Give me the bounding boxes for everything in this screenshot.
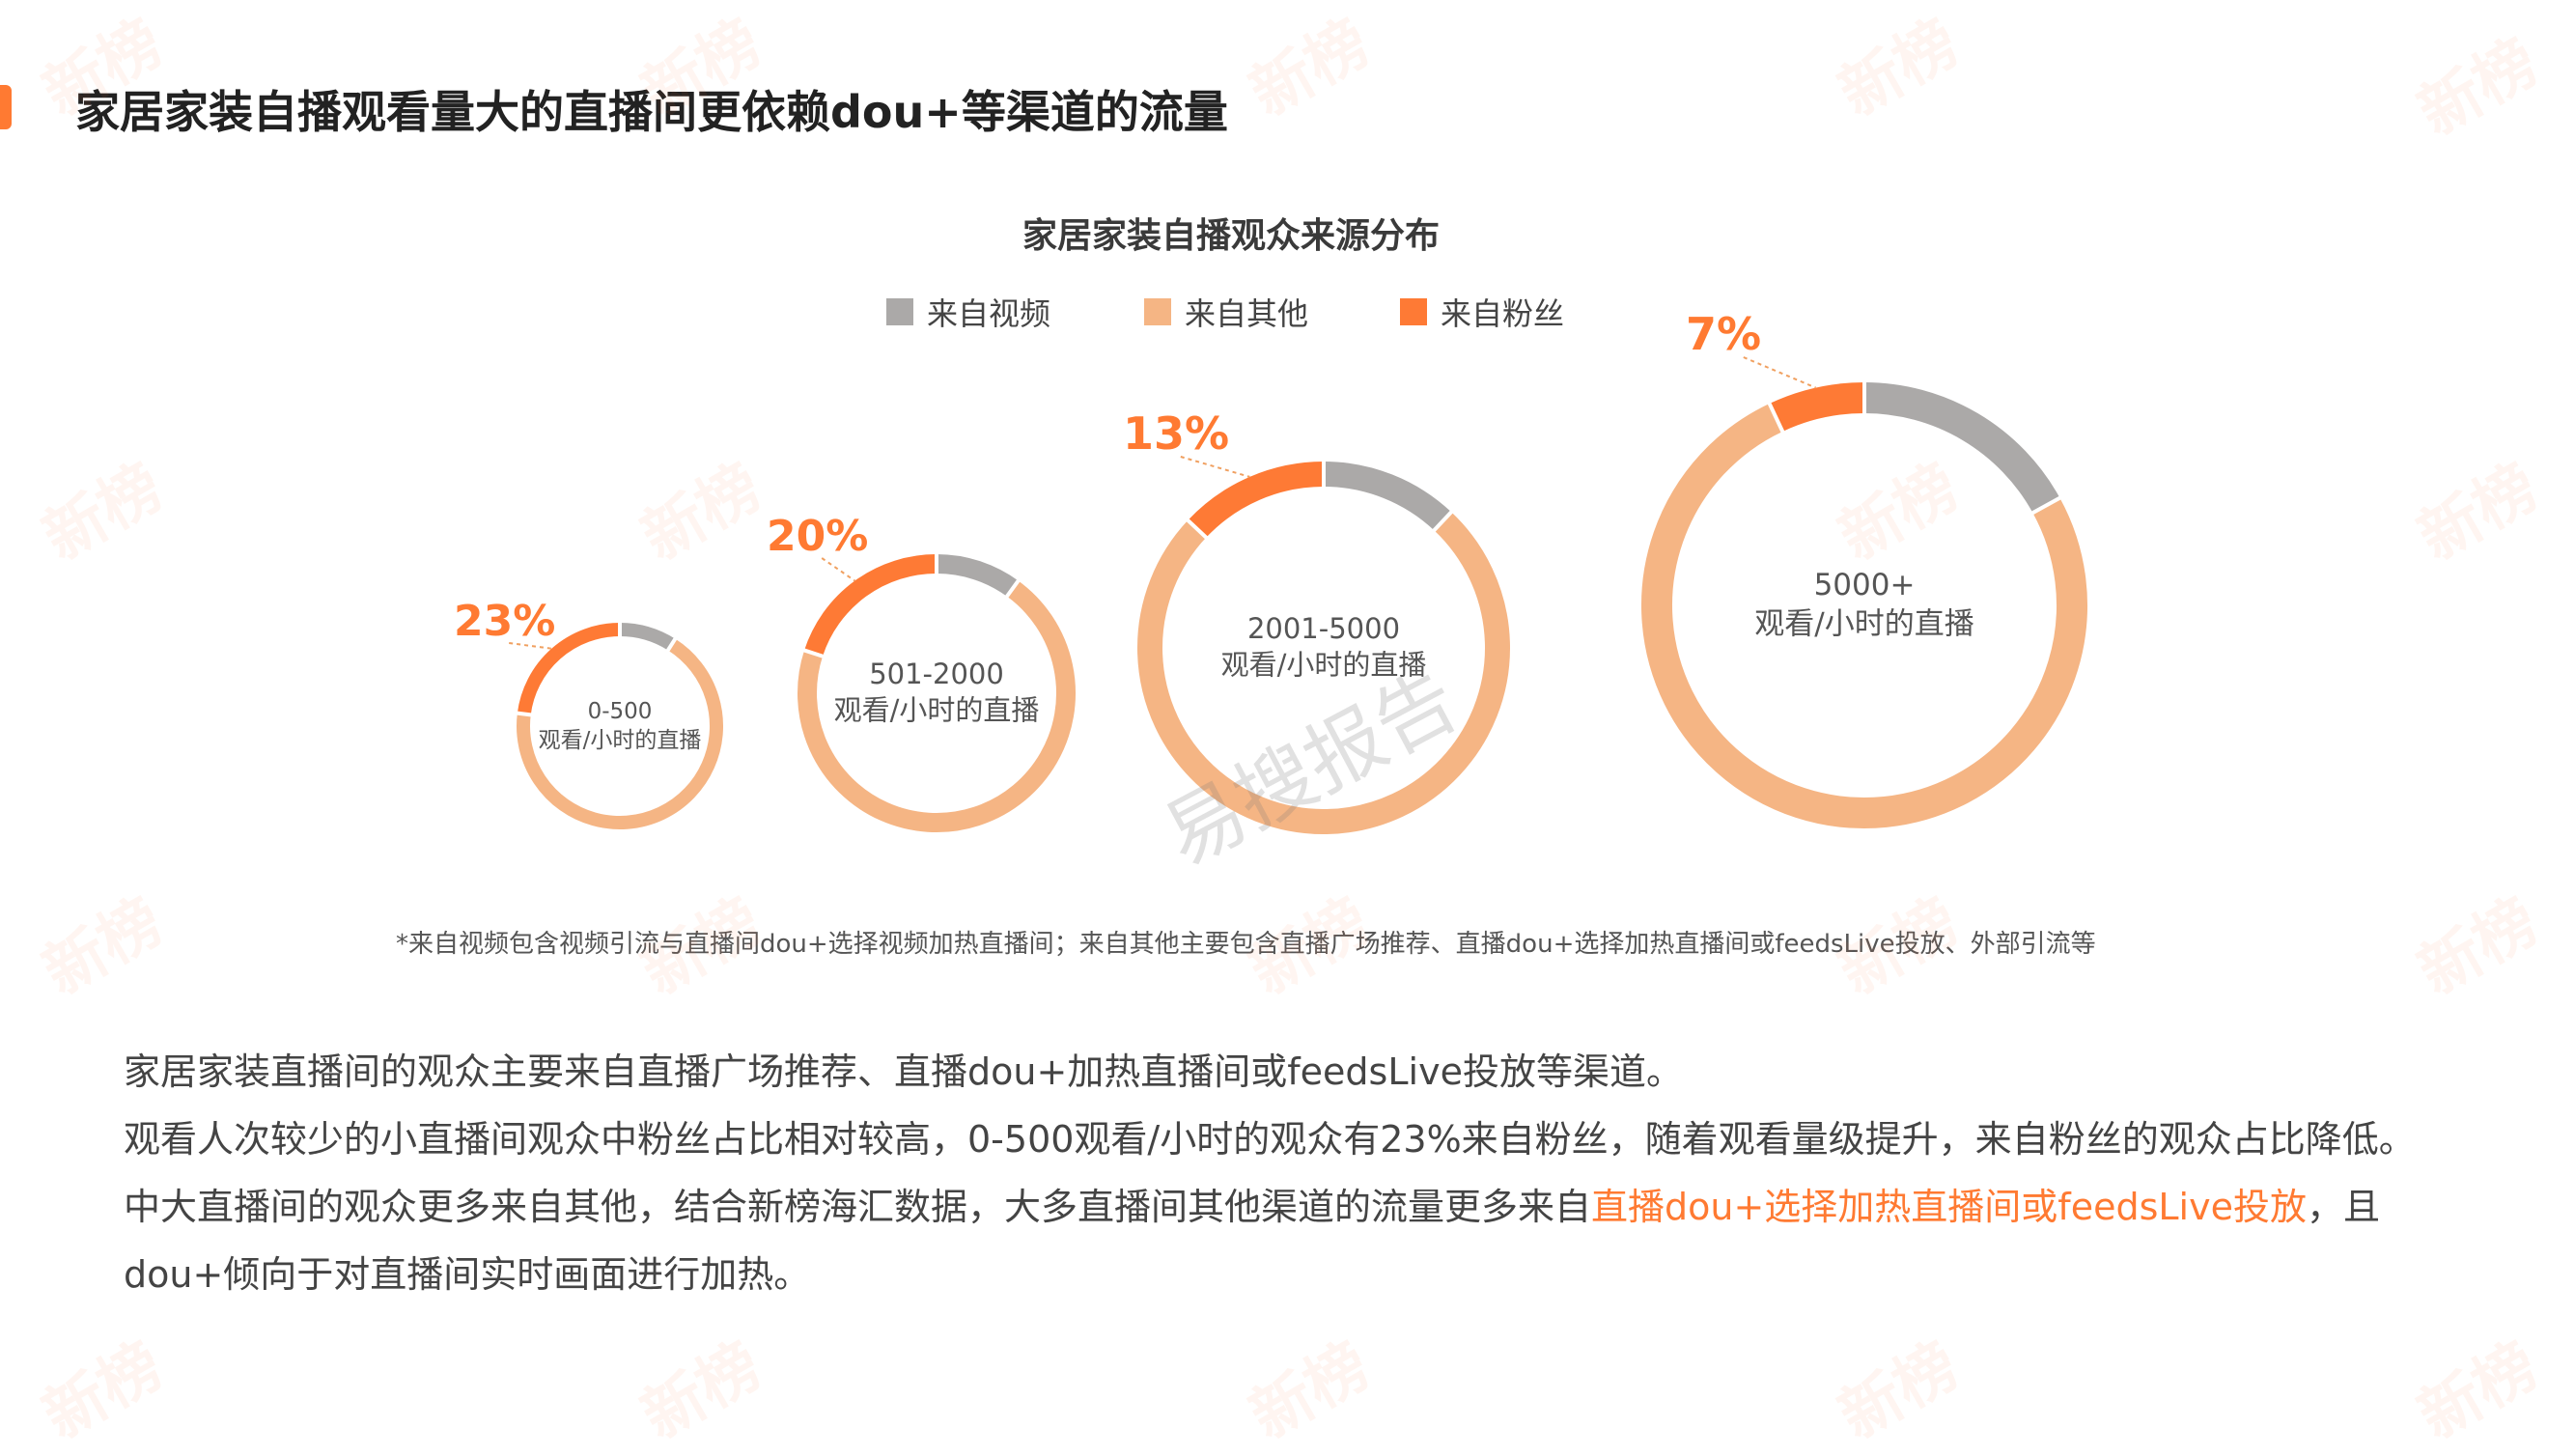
segment-video xyxy=(1323,462,1452,531)
segment-other xyxy=(1641,404,2087,828)
segment-separator xyxy=(1004,578,1021,599)
fans-percent-label: 20% xyxy=(767,512,868,561)
segment-separator xyxy=(1186,518,1209,540)
legend-label-video: 来自视频 xyxy=(927,295,1051,332)
leader-line xyxy=(1180,456,1250,478)
donut-chart: 501-2000 观看/小时的直播 20% xyxy=(767,512,1076,832)
body-line-3-text: 中大直播间的观众更多来自其他，结合新榜海汇数据，大多直播间其他渠道的流量更多来自 xyxy=(124,1186,1592,1228)
body-line-3: 中大直播间的观众更多来自其他，结合新榜海汇数据，大多直播间其他渠道的流量更多来自… xyxy=(124,1173,2460,1308)
body-highlight: 直播dou+选择加热直播间或feedsLive投放 xyxy=(1591,1186,2307,1228)
segment-fans xyxy=(804,554,938,657)
segment-video xyxy=(619,623,676,651)
legend-item-video: 来自视频 xyxy=(886,290,1050,334)
segment-other xyxy=(1137,512,1510,834)
segment-separator xyxy=(2030,495,2062,516)
segment-separator xyxy=(516,711,532,717)
legend-swatch-fans xyxy=(1400,298,1427,325)
segment-fans xyxy=(1769,382,1865,433)
legend-item-fans: 来自粉丝 xyxy=(1400,290,1564,334)
legend-swatch-video xyxy=(886,298,913,325)
segment-other xyxy=(517,638,723,829)
donut-label-unit: 观看/小时的直播 xyxy=(539,728,702,753)
donut-label-range: 2001-5000 xyxy=(1247,612,1400,645)
donut-label-range: 0-500 xyxy=(588,699,653,724)
donut-chart: 0-500 观看/小时的直播 23% xyxy=(454,597,723,829)
legend-label-other: 来自其他 xyxy=(1185,295,1309,332)
body-line-2: 观看人次较少的小直播间观众中粉丝占比相对较高，0-500观看/小时的观众有23%… xyxy=(124,1118,2416,1161)
segment-video xyxy=(1863,382,2060,514)
donut-label-unit: 观看/小时的直播 xyxy=(1221,649,1427,682)
legend-swatch-other xyxy=(1144,298,1171,325)
segment-separator xyxy=(665,636,678,653)
donut-chart: 5000+ 观看/小时的直播 7% xyxy=(1641,308,2087,828)
body-line-1: 家居家装直播间的观众主要来自直播广场推荐、直播dou+加热直播间或feedsLi… xyxy=(124,1050,1683,1093)
segment-video xyxy=(936,554,1019,597)
body-line-3-end: ，且dou+倾向于对直播间实时画面进行加热。 xyxy=(124,1186,2380,1296)
segment-separator xyxy=(1432,510,1454,533)
donut-chart: 2001-5000 观看/小时的直播 13% xyxy=(1123,407,1510,834)
chart-legend: 来自视频 来自其他 来自粉丝 xyxy=(0,290,2575,332)
donut-label-unit: 观看/小时的直播 xyxy=(834,694,1040,727)
donut-label-unit: 观看/小时的直播 xyxy=(1754,606,1973,641)
leader-line xyxy=(821,557,855,582)
leader-line xyxy=(1743,356,1816,389)
chart-title: 家居家装自播观众来源分布 xyxy=(1022,216,1440,256)
fans-percent-label: 23% xyxy=(454,597,555,646)
body-text: 家居家装直播间的观众主要来自直播广场推荐、直播dou+加热直播间或feedsLi… xyxy=(124,1038,2460,1308)
legend-label-fans: 来自粉丝 xyxy=(1441,295,1565,332)
segment-fans xyxy=(517,623,621,715)
legend-item-other: 来自其他 xyxy=(1144,290,1308,334)
title-accent-bar xyxy=(0,85,12,129)
segment-separator xyxy=(1767,402,1785,434)
footnote: *来自视频包含视频引流与直播间dou+选择视频加热直播间；来自其他主要包含直播广… xyxy=(396,930,2096,959)
donut-label-range: 501-2000 xyxy=(869,658,1004,690)
segment-other xyxy=(798,580,1076,832)
segment-separator xyxy=(802,648,825,658)
page-title: 家居家装自播观看量大的直播间更依赖dou+等渠道的流量 xyxy=(75,86,1228,138)
donut-label-range: 5000+ xyxy=(1814,568,1916,602)
segment-fans xyxy=(1188,462,1325,538)
fans-percent-label: 13% xyxy=(1123,407,1229,460)
fans-percent-label: 7% xyxy=(1686,308,1761,360)
